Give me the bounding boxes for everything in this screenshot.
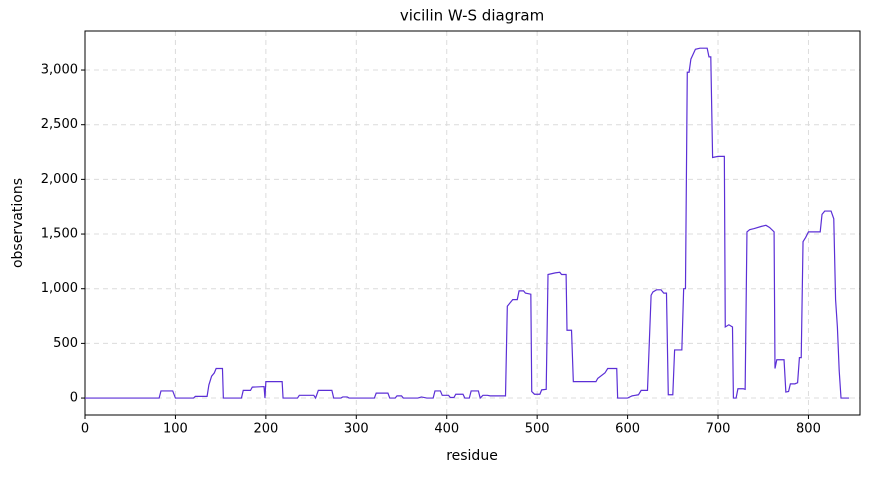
data-line: [85, 47, 850, 400]
x-tick-label: 800: [796, 422, 821, 437]
y-tick-label: 2,000: [41, 172, 78, 187]
x-tick-label: 600: [615, 422, 640, 437]
y-tick-label: 1,500: [41, 227, 78, 242]
chart-title: vicilin W-S diagram: [400, 7, 544, 25]
y-axis-label: observations: [10, 178, 26, 268]
y-tick-label: 3,000: [41, 63, 78, 78]
y-tick-label: 1,000: [41, 281, 78, 296]
y-tick-label: 2,500: [41, 117, 78, 132]
x-tick-label: 400: [434, 422, 459, 437]
x-tick-label: 0: [81, 422, 89, 437]
plot-frame: [84, 30, 861, 416]
y-tick-label: 500: [53, 336, 78, 351]
y-tick-label: 0: [70, 391, 78, 406]
x-tick-label: 300: [344, 422, 369, 437]
x-tick-label: 100: [163, 422, 188, 437]
x-axis-label: residue: [446, 448, 498, 464]
x-tick-label: 700: [706, 422, 731, 437]
x-tick-label: 500: [525, 422, 550, 437]
x-tick-label: 200: [253, 422, 278, 437]
